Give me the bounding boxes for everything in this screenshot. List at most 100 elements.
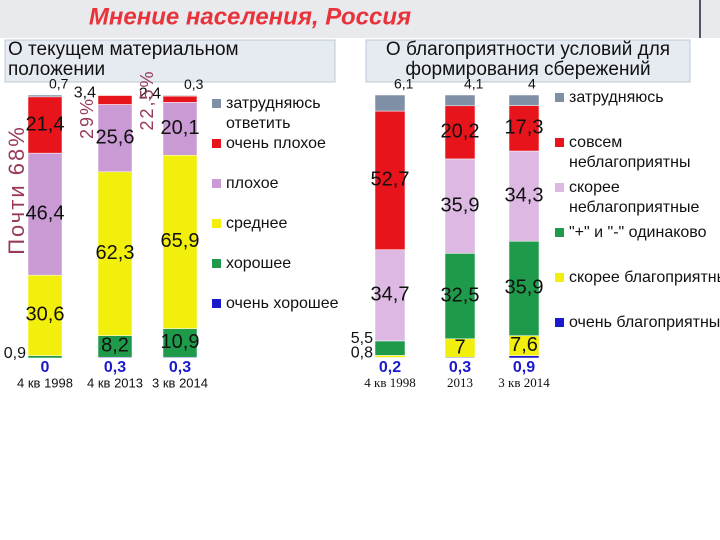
- value-label: 21,4: [26, 113, 65, 135]
- bar-segment: [27, 355, 63, 359]
- x-tick-label: 3 кв 2014: [498, 375, 550, 390]
- bar-segment: [508, 355, 540, 359]
- value-label: 34,3: [505, 184, 544, 206]
- legend-swatch: [212, 179, 221, 188]
- value-label: 20,2: [441, 121, 480, 143]
- bar-segment: [27, 96, 63, 154]
- x-tick-label: 2013: [447, 375, 473, 390]
- left-title-box: [4, 39, 336, 83]
- bar-segment: [444, 253, 476, 340]
- value-label: 10,9: [161, 331, 200, 353]
- bar-segment: [444, 105, 476, 160]
- bar-segment: [444, 94, 476, 107]
- value-label: 4,1: [464, 76, 484, 92]
- legend-label: хорошее: [226, 255, 291, 272]
- value-label: 20,1: [161, 117, 200, 139]
- bar-segment: [374, 249, 406, 342]
- x-tick-label: 4 кв 1998: [17, 375, 73, 390]
- value-label: 35,9: [505, 277, 544, 299]
- bar-segment: [162, 95, 198, 97]
- value-label: 0,9: [513, 359, 535, 376]
- value-label: 6,1: [394, 76, 414, 92]
- bar-segment: [162, 102, 198, 156]
- bar-segment: [374, 340, 406, 356]
- legend-swatch: [212, 219, 221, 228]
- legend-label: скорее неблагоприятные: [569, 179, 699, 216]
- legend-swatch: [555, 273, 564, 282]
- legend-swatch: [212, 99, 221, 108]
- value-label: 46,4: [26, 202, 65, 224]
- legend-label: плохое: [226, 175, 279, 192]
- legend-swatch: [555, 183, 564, 192]
- legend-label: среднее: [226, 215, 288, 232]
- annotation: Почти 68%: [4, 125, 29, 255]
- value-label: 17,3: [505, 117, 544, 139]
- legend-label: затрудняюсь ответить: [226, 95, 321, 132]
- value-label: 25,6: [96, 126, 135, 148]
- chart-title: О благоприятности условий для формировани…: [386, 39, 670, 80]
- legend-label: скорее благоприятны: [569, 269, 720, 286]
- legend-swatch: [212, 139, 221, 148]
- legend-swatch: [212, 259, 221, 268]
- value-label: 0: [41, 359, 50, 376]
- legend-label: очень плохое: [226, 135, 326, 152]
- header-band: [0, 0, 720, 38]
- value-label: 5,5: [351, 330, 373, 347]
- value-label: 0,3: [104, 359, 126, 376]
- value-label: 0,2: [379, 359, 401, 376]
- value-label: 0,3: [169, 359, 191, 376]
- value-label: 4: [528, 76, 536, 92]
- value-label: 30,6: [26, 304, 65, 326]
- legend-label: совсем неблагоприятны: [569, 134, 690, 171]
- legend-label: затрудняюсь: [569, 89, 664, 106]
- value-label: 3,4: [74, 85, 96, 102]
- bar-segment: [508, 240, 540, 336]
- value-label: 34,7: [371, 284, 410, 306]
- annotation: 22,5%: [137, 69, 157, 130]
- value-label: 65,9: [161, 230, 200, 252]
- x-tick-label: 4 кв 1998: [364, 375, 415, 390]
- bar-segment: [508, 94, 540, 106]
- value-label: 0,8: [351, 345, 373, 362]
- slide-title: Мнение населения, Россия: [89, 3, 411, 30]
- value-label: 35,9: [441, 194, 480, 216]
- legend-swatch: [555, 93, 564, 102]
- right-title-box: [365, 39, 691, 83]
- legend-label: очень благоприятны: [569, 314, 720, 331]
- value-label: 7: [454, 336, 465, 358]
- bar-segment: [162, 154, 198, 329]
- value-label: 7,6: [510, 334, 538, 356]
- bar-segment: [27, 152, 63, 276]
- value-label: 0,3: [449, 359, 471, 376]
- x-tick-label: 4 кв 2013: [87, 375, 143, 390]
- legend-swatch: [555, 138, 564, 147]
- legend-label: "+" и "-" одинаково: [569, 224, 707, 241]
- bar-segment: [27, 274, 63, 356]
- legend-swatch: [212, 299, 221, 308]
- legend-swatch: [555, 228, 564, 237]
- chart-title: О текущем материальном положении: [8, 39, 239, 80]
- x-tick-label: 3 кв 2014: [152, 375, 208, 390]
- value-label: 0,3: [184, 76, 204, 92]
- bar-segment: [374, 94, 406, 112]
- annotation: 29%: [77, 97, 97, 139]
- bar-segment: [97, 171, 133, 336]
- bar-segment: [97, 104, 133, 173]
- value-label: 8,2: [101, 335, 129, 357]
- value-label: 0,9: [4, 345, 26, 362]
- value-label: 62,3: [96, 242, 135, 264]
- value-label: 2,4: [139, 85, 161, 102]
- bar-segment: [97, 95, 133, 105]
- value-label: 0,7: [49, 76, 69, 92]
- bar-segment: [508, 150, 540, 242]
- bar-segment: [27, 94, 63, 98]
- bar-segment: [508, 105, 540, 152]
- bar-segment: [374, 355, 406, 358]
- bar-segment: [162, 328, 198, 358]
- legend-swatch: [555, 318, 564, 327]
- bar-segment: [162, 95, 198, 103]
- value-label: 32,5: [441, 284, 480, 306]
- value-label: 52,7: [371, 169, 410, 191]
- legend-label: очень хорошее: [226, 295, 339, 312]
